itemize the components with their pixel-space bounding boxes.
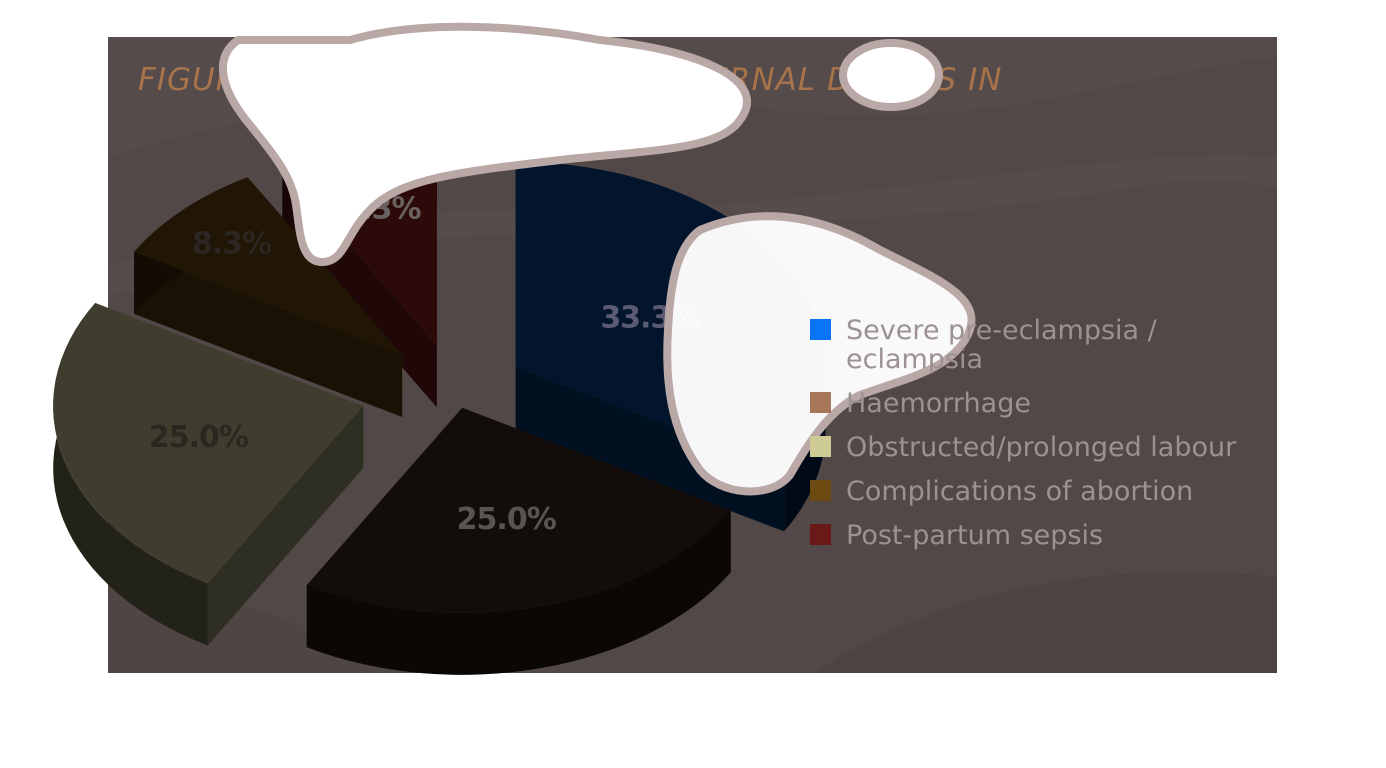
chart-legend: Severe pre-eclampsia / eclampsia Haemorrh… <box>810 316 1276 565</box>
pie-slice-3 <box>134 177 403 355</box>
legend-swatch <box>810 524 831 545</box>
legend-swatch <box>810 319 831 340</box>
data-label-4: 8.3% <box>341 192 421 227</box>
pie-slice-side-3 <box>134 251 403 417</box>
legend-swatch <box>810 436 831 457</box>
pie-slice-1 <box>306 407 731 613</box>
legend-label: Severe pre-eclampsia / eclampsia <box>846 315 1157 375</box>
legend-item: Obstructed/prolonged labour <box>810 433 1276 462</box>
pie-slice-rim-2 <box>53 303 208 646</box>
legend-label: Post-partum sepsis <box>846 520 1104 551</box>
legend-label: Complications of abortion <box>846 476 1194 507</box>
data-label-0: 33.3% <box>600 301 700 336</box>
legend-item: Complications of abortion <box>810 477 1276 506</box>
data-label-3: 8.3% <box>192 227 272 262</box>
pie-slice-side-2 <box>207 406 364 646</box>
data-label-2: 25.0% <box>149 420 249 455</box>
legend-item: Haemorrhage <box>810 389 1276 418</box>
pie-slice-rim-1 <box>306 510 731 675</box>
legend-label: Obstructed/prolonged labour <box>846 432 1237 463</box>
legend-item: Post-partum sepsis <box>810 521 1276 550</box>
pie-slice-2 <box>53 303 364 584</box>
legend-item: Severe pre-eclampsia / eclampsia <box>810 316 1276 374</box>
data-label-1: 25.0% <box>457 502 557 537</box>
legend-swatch <box>810 480 831 501</box>
legend-swatch <box>810 392 831 413</box>
legend-label: Haemorrhage <box>846 388 1031 419</box>
